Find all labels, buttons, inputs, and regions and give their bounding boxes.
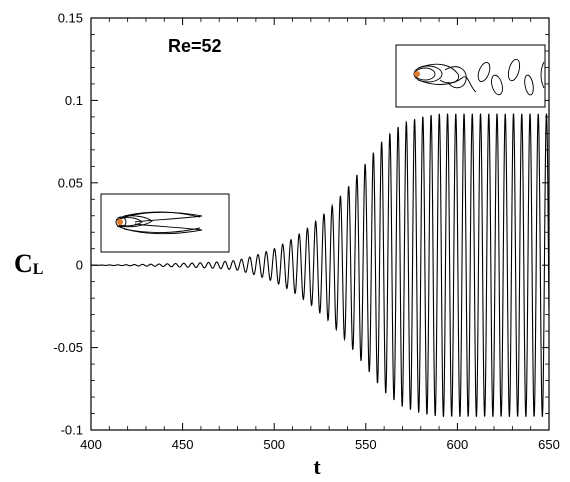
y-axis-title-main: C <box>14 249 33 278</box>
cylinder-marker <box>117 219 123 225</box>
y-axis-title: CL <box>14 249 43 278</box>
svg-text:CL: CL <box>14 249 43 278</box>
lift-coefficient-line <box>91 113 550 417</box>
reynolds-annotation: Re=52 <box>168 36 222 56</box>
x-tick-label: 550 <box>355 437 377 452</box>
y-tick-label: 0.15 <box>58 11 83 26</box>
vortex-shedding-inset <box>395 44 546 108</box>
x-tick-label: 450 <box>172 437 194 452</box>
karman-vortex-street-contours-icon <box>413 58 545 96</box>
y-tick-label: 0.05 <box>58 175 83 190</box>
axis-tick-labels: 400 450 500 550 600 650 -0.1 -0.05 0 0.05 0.1 0.15 <box>53 11 559 453</box>
x-axis-title: t <box>313 454 321 479</box>
x-tick-label: 400 <box>80 437 102 452</box>
vortex-shedding-inset-frame <box>395 44 546 108</box>
y-axis-title-subscript: L <box>33 261 44 278</box>
y-tick-label: 0.1 <box>65 93 83 108</box>
axis-ticks <box>90 17 550 431</box>
cylinder-marker <box>414 71 420 77</box>
x-tick-label: 600 <box>447 437 469 452</box>
series-group <box>91 113 550 417</box>
x-tick-label: 650 <box>538 437 560 452</box>
y-tick-label: -0.05 <box>53 340 83 355</box>
steady-wake-inset <box>100 193 230 253</box>
x-tick-label: 500 <box>263 437 285 452</box>
y-tick-label: -0.1 <box>61 423 83 438</box>
symmetric-wake-contours-icon <box>115 211 203 235</box>
plot-frame <box>90 17 550 431</box>
y-tick-label: 0 <box>76 258 83 273</box>
